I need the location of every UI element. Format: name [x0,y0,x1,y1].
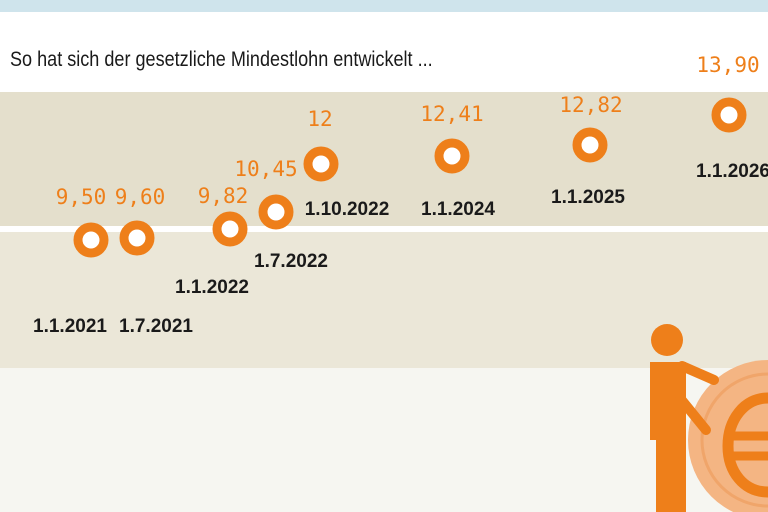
band-upper [0,92,768,226]
data-point-marker [258,194,294,230]
date-label: 1.1.2022 [175,277,249,298]
value-label: 13,90 [696,53,759,77]
data-marks: 9,50 1.1.2021 9,60 1.7.2021 9,82 1.1.2022 10,4… [33,53,768,337]
data-point-marker [303,146,339,182]
person-icon [650,324,719,512]
date-label: 1.1.2025 [551,187,625,208]
chart-title: So hat sich der gesetzliche Mindestlohn … [10,48,433,71]
date-label: 1.1.2024 [421,199,495,220]
data-point-marker [119,220,155,256]
value-label: 12 [307,107,332,131]
value-label: 9,82 [198,184,249,208]
data-point-marker [73,222,109,258]
top-strip [0,0,768,12]
band-bottom [0,368,768,512]
date-label: 1.7.2021 [119,316,193,337]
value-label: 10,45 [234,157,297,181]
data-point-marker [711,97,747,133]
date-label: 1.1.2021 [33,316,107,337]
data-point-marker [434,138,470,174]
band-divider [0,226,768,232]
data-point-marker [212,211,248,247]
date-label: 1.1.2026 [696,161,768,182]
value-label: 9,60 [115,185,166,209]
illustration [650,324,768,512]
title-band [0,12,768,92]
value-label: 9,50 [56,185,107,209]
band-lower [0,232,768,368]
data-point-marker [572,127,608,163]
euro-coin-icon [688,360,768,512]
value-label: 12,82 [559,93,622,117]
date-label: 1.7.2022 [254,251,328,272]
date-label: 1.10.2022 [305,199,390,220]
value-label: 12,41 [420,102,483,126]
